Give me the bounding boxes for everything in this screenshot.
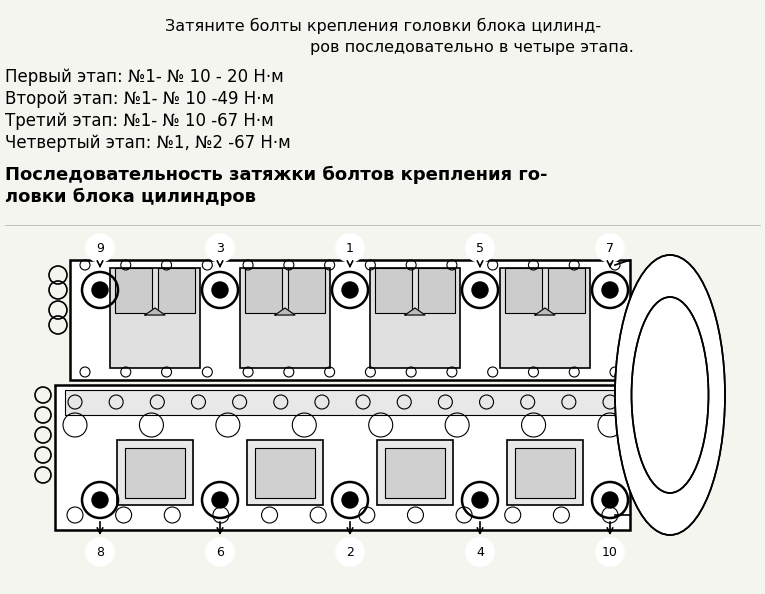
Text: 8: 8 xyxy=(96,545,104,558)
Circle shape xyxy=(336,538,364,566)
Circle shape xyxy=(212,492,228,508)
Bar xyxy=(255,448,315,498)
Circle shape xyxy=(92,282,108,298)
Polygon shape xyxy=(535,308,555,315)
Ellipse shape xyxy=(615,255,725,535)
Bar xyxy=(240,268,330,368)
Bar xyxy=(418,268,455,313)
Bar xyxy=(158,268,195,313)
Bar xyxy=(247,440,323,505)
Text: 6: 6 xyxy=(216,545,224,558)
Circle shape xyxy=(342,492,358,508)
Bar xyxy=(245,268,282,313)
Text: 4: 4 xyxy=(476,545,484,558)
Circle shape xyxy=(206,234,234,262)
Circle shape xyxy=(602,282,618,298)
Bar xyxy=(507,440,583,505)
Text: Третий этап: №1- № 10 -67 Н·м: Третий этап: №1- № 10 -67 Н·м xyxy=(5,112,274,130)
Circle shape xyxy=(466,538,494,566)
Circle shape xyxy=(92,492,108,508)
Text: Затяните болты крепления головки блока цилинд-: Затяните болты крепления головки блока ц… xyxy=(165,18,601,34)
Text: ловки блока цилиндров: ловки блока цилиндров xyxy=(5,188,256,206)
Polygon shape xyxy=(145,308,165,315)
Text: 5: 5 xyxy=(476,242,484,254)
Polygon shape xyxy=(405,308,425,315)
Circle shape xyxy=(596,538,624,566)
Bar xyxy=(115,268,152,313)
Text: Второй этап: №1- № 10 -49 Н·м: Второй этап: №1- № 10 -49 Н·м xyxy=(5,90,274,108)
Bar xyxy=(377,440,453,505)
Circle shape xyxy=(86,234,114,262)
Bar xyxy=(370,268,460,368)
Polygon shape xyxy=(275,308,295,315)
Circle shape xyxy=(336,234,364,262)
Text: Последовательность затяжки болтов крепления го-: Последовательность затяжки болтов крепле… xyxy=(5,166,548,184)
Circle shape xyxy=(212,282,228,298)
Text: Первый этап: №1- № 10 - 20 Н·м: Первый этап: №1- № 10 - 20 Н·м xyxy=(5,68,284,86)
Circle shape xyxy=(206,538,234,566)
Circle shape xyxy=(466,234,494,262)
Bar xyxy=(548,268,585,313)
Circle shape xyxy=(602,492,618,508)
Circle shape xyxy=(342,282,358,298)
Bar xyxy=(385,448,445,498)
Bar xyxy=(515,448,575,498)
Bar xyxy=(65,390,620,415)
Bar xyxy=(375,268,412,313)
Bar xyxy=(55,385,630,530)
Bar xyxy=(110,268,200,368)
Circle shape xyxy=(596,234,624,262)
Circle shape xyxy=(472,492,488,508)
Bar xyxy=(288,268,325,313)
Text: ров последовательно в четыре этапа.: ров последовательно в четыре этапа. xyxy=(310,40,634,55)
Text: 10: 10 xyxy=(602,545,618,558)
Text: 9: 9 xyxy=(96,242,104,254)
Circle shape xyxy=(472,282,488,298)
Bar xyxy=(500,268,590,368)
Text: 1: 1 xyxy=(346,242,354,254)
Text: 2: 2 xyxy=(346,545,354,558)
Bar xyxy=(505,268,542,313)
Text: 3: 3 xyxy=(216,242,224,254)
Circle shape xyxy=(86,538,114,566)
Text: Четвертый этап: №1, №2 -67 Н·м: Четвертый этап: №1, №2 -67 Н·м xyxy=(5,134,291,152)
Text: 7: 7 xyxy=(606,242,614,254)
Bar xyxy=(125,448,185,498)
Bar xyxy=(117,440,193,505)
Bar xyxy=(70,260,630,380)
